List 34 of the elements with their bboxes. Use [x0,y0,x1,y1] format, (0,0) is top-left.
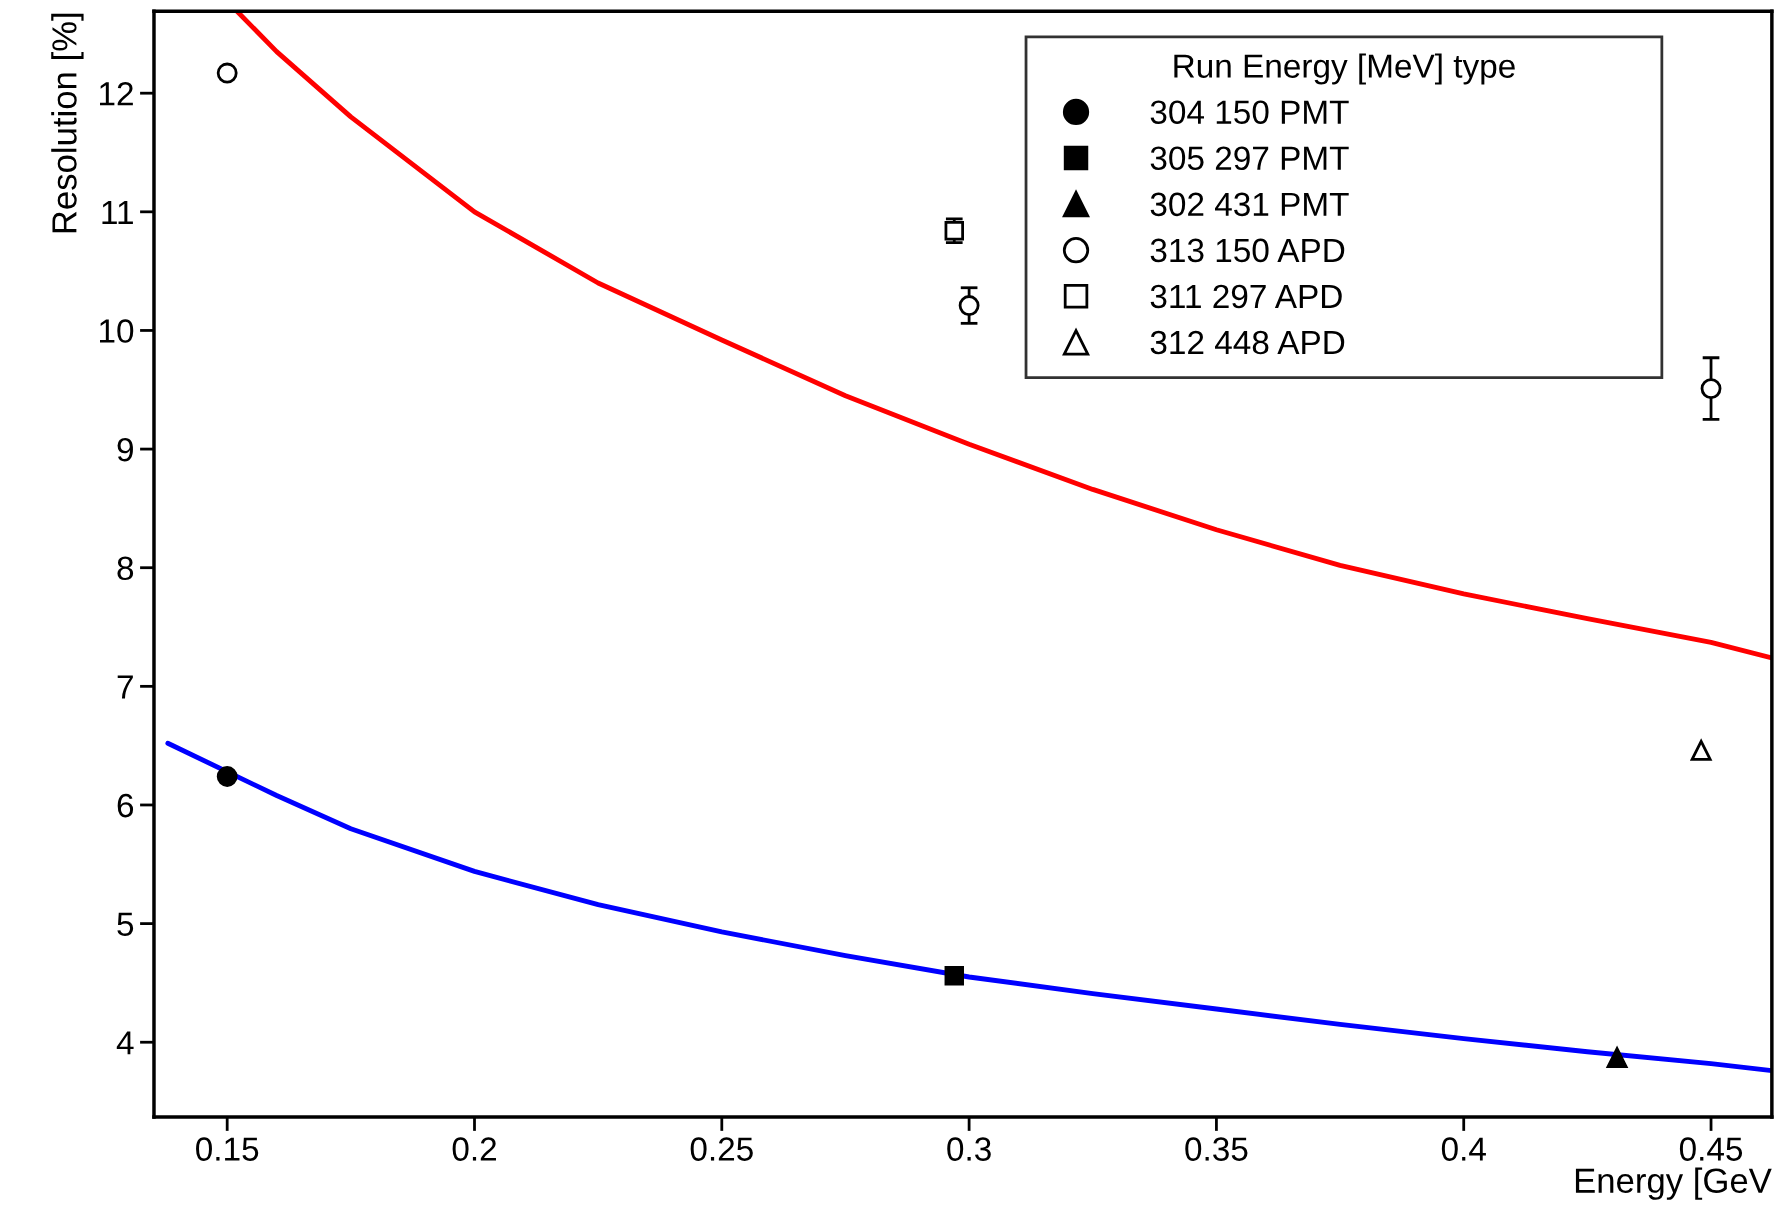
y-tick-label: 10 [100,319,134,343]
legend-label: 311 297 APD [1150,284,1342,309]
point [944,966,964,986]
point [958,295,980,316]
y-axis-title: Resolution [%] [51,13,84,233]
legend-label: 302 431 PMT [1150,192,1349,217]
line-series [165,740,1772,1074]
x-axis-title: Energy [GeV [1575,1167,1772,1200]
x-tick-label: 0.2 [452,1137,496,1161]
y-tick-label: 6 [117,793,134,818]
point [1700,378,1722,399]
point [216,62,238,84]
y-tick-label: 4 [116,1031,134,1055]
point [1606,1047,1628,1069]
y-tick-label: 12 [100,81,133,106]
y-tick-label: 8 [117,556,134,581]
x-tick-label: 0.4 [1441,1137,1486,1161]
point [216,766,238,787]
legend-label: 305 297 PMT [1150,146,1349,171]
x-tick-label: 0.25 [690,1137,753,1161]
line-series [234,11,1772,661]
y-tick-label: 7 [117,675,133,699]
y-tick-label: 9 [117,437,133,462]
x-tick-label: 0.15 [196,1137,259,1161]
legend-title: Run Energy [MeV] type [1174,53,1515,85]
legend-label: 304 150 PMT [1150,100,1349,124]
legend-label: 312 448 APD [1150,330,1345,355]
legend-label: 313 150 APD [1150,238,1345,263]
y-tick-label: 5 [117,912,134,937]
x-tick-label: 0.3 [947,1137,991,1161]
point [1690,739,1712,761]
x-tick-label: 0.35 [1185,1137,1248,1161]
y-tick-label: 11 [102,200,133,224]
x-tick-label: 0.45 [1679,1137,1743,1161]
